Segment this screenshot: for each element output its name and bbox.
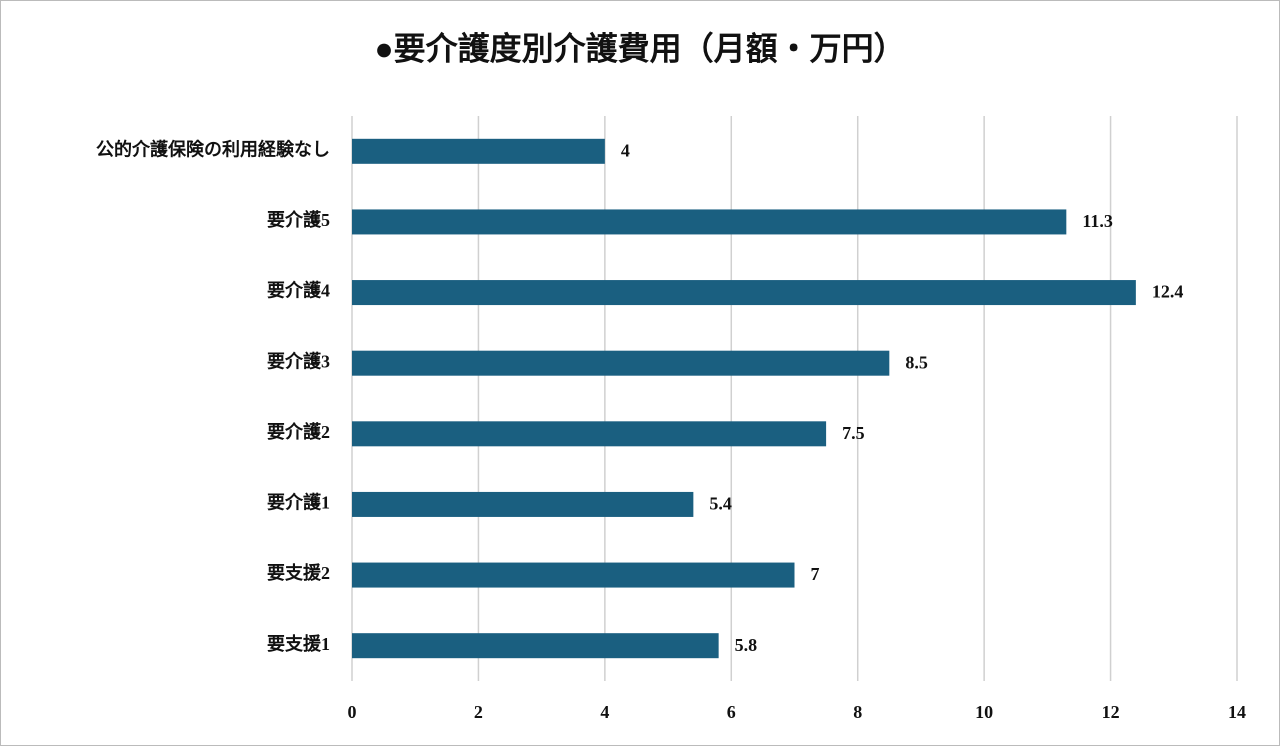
- y-tick-label: 要支援2: [267, 562, 330, 583]
- bar: [352, 633, 719, 659]
- x-tick-label: 6: [727, 702, 736, 722]
- bar: [352, 421, 827, 447]
- bar: [352, 138, 605, 164]
- x-tick-label: 12: [1102, 702, 1120, 722]
- x-tick-label: 10: [975, 702, 993, 722]
- x-tick-label: 2: [474, 702, 483, 722]
- y-tick-label: 公的介護保険の利用経験なし: [96, 138, 330, 159]
- y-tick-label: 要介護3: [267, 350, 330, 371]
- data-label: 7.5: [842, 423, 865, 443]
- x-tick-label: 4: [600, 702, 609, 722]
- y-tick-label: 要支援1: [267, 633, 330, 654]
- y-tick-label: 要介護1: [267, 492, 330, 513]
- x-tick-label: 14: [1228, 702, 1246, 722]
- data-label: 4: [621, 140, 630, 160]
- bar: [352, 280, 1136, 306]
- bar: [352, 491, 694, 517]
- data-label: 11.3: [1082, 211, 1113, 231]
- data-label: 12.4: [1152, 282, 1184, 302]
- bar: [352, 350, 890, 376]
- data-label: 5.8: [735, 635, 758, 655]
- chart-title: ●要介護度別介護費用（月額・万円）: [374, 30, 905, 66]
- bar: [352, 562, 795, 588]
- x-tick-label: 8: [853, 702, 862, 722]
- y-tick-label: 要介護5: [267, 209, 330, 230]
- data-label: 7: [811, 564, 820, 584]
- data-label: 8.5: [905, 352, 928, 372]
- data-label: 5.4: [709, 494, 732, 514]
- y-tick-label: 要介護4: [267, 280, 330, 301]
- y-tick-label: 要介護2: [267, 421, 330, 442]
- bar: [352, 209, 1067, 235]
- x-tick-label: 0: [348, 702, 357, 722]
